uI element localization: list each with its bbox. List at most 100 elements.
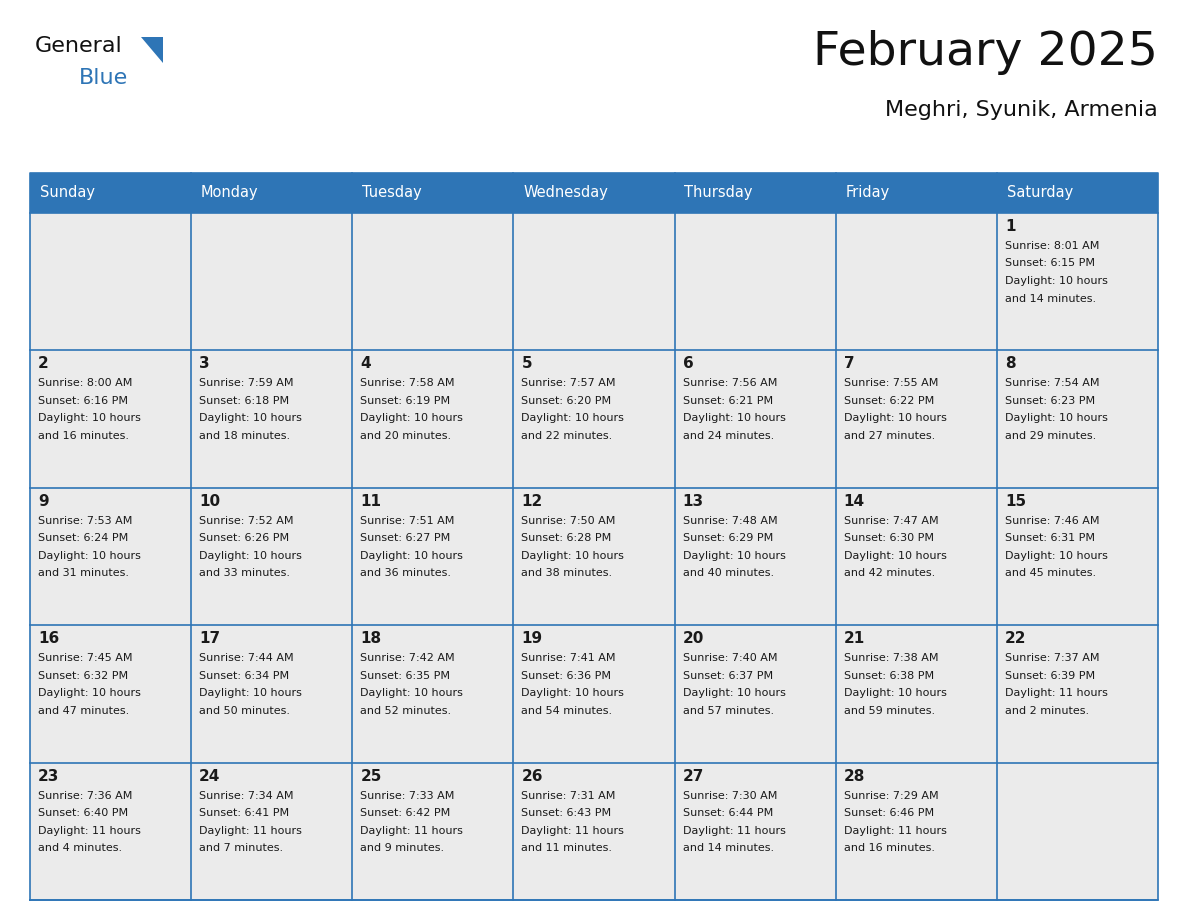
Text: Sunset: 6:28 PM: Sunset: 6:28 PM [522,533,612,543]
Text: 26: 26 [522,768,543,784]
Text: Daylight: 10 hours: Daylight: 10 hours [522,413,625,423]
Text: Daylight: 10 hours: Daylight: 10 hours [522,551,625,561]
Bar [30,173,191,213]
Text: Sunrise: 7:29 AM: Sunrise: 7:29 AM [843,790,939,800]
Text: Sunrise: 7:45 AM: Sunrise: 7:45 AM [38,654,133,663]
Text: Sunset: 6:40 PM: Sunset: 6:40 PM [38,808,128,818]
Text: and 50 minutes.: and 50 minutes. [200,706,290,716]
Text: Sunrise: 7:51 AM: Sunrise: 7:51 AM [360,516,455,526]
Bar [513,213,675,351]
Text: Daylight: 10 hours: Daylight: 10 hours [38,688,141,699]
Text: Daylight: 10 hours: Daylight: 10 hours [360,413,463,423]
Text: Daylight: 10 hours: Daylight: 10 hours [360,551,463,561]
Text: Sunrise: 7:41 AM: Sunrise: 7:41 AM [522,654,617,663]
Text: and 36 minutes.: and 36 minutes. [360,568,451,578]
Text: 13: 13 [683,494,703,509]
Text: Sunrise: 8:01 AM: Sunrise: 8:01 AM [1005,241,1099,251]
Text: 14: 14 [843,494,865,509]
Text: Daylight: 11 hours: Daylight: 11 hours [360,825,463,835]
Text: Sunrise: 7:52 AM: Sunrise: 7:52 AM [200,516,293,526]
Text: Thursday: Thursday [684,185,753,200]
Text: Daylight: 10 hours: Daylight: 10 hours [200,413,302,423]
Text: 11: 11 [360,494,381,509]
Text: 1: 1 [1005,219,1016,234]
Text: Sunrise: 7:33 AM: Sunrise: 7:33 AM [360,790,455,800]
Text: and 14 minutes.: and 14 minutes. [683,843,773,853]
Text: Sunrise: 7:31 AM: Sunrise: 7:31 AM [522,790,615,800]
Text: Sunrise: 7:55 AM: Sunrise: 7:55 AM [843,378,939,388]
Text: Sunrise: 7:56 AM: Sunrise: 7:56 AM [683,378,777,388]
Bar [191,763,353,900]
Bar [191,487,353,625]
Text: 16: 16 [38,632,59,646]
Text: Monday: Monday [201,185,259,200]
Text: and 2 minutes.: and 2 minutes. [1005,706,1089,716]
Bar [675,487,835,625]
Text: Sunset: 6:43 PM: Sunset: 6:43 PM [522,808,612,818]
Polygon shape [141,37,163,63]
Bar [835,213,997,351]
Text: 28: 28 [843,768,865,784]
Bar [353,173,513,213]
Text: 27: 27 [683,768,704,784]
Text: 15: 15 [1005,494,1026,509]
Text: and 11 minutes.: and 11 minutes. [522,843,613,853]
Text: Sunset: 6:26 PM: Sunset: 6:26 PM [200,533,290,543]
Text: Sunset: 6:21 PM: Sunset: 6:21 PM [683,396,772,406]
Text: and 22 minutes.: and 22 minutes. [522,431,613,441]
Text: Sunset: 6:38 PM: Sunset: 6:38 PM [843,671,934,681]
Text: Daylight: 10 hours: Daylight: 10 hours [843,413,947,423]
Text: Sunrise: 7:57 AM: Sunrise: 7:57 AM [522,378,617,388]
Text: Sunset: 6:16 PM: Sunset: 6:16 PM [38,396,128,406]
Text: Sunrise: 7:50 AM: Sunrise: 7:50 AM [522,516,615,526]
Bar [30,487,191,625]
Text: Sunrise: 7:54 AM: Sunrise: 7:54 AM [1005,378,1099,388]
Text: Sunset: 6:30 PM: Sunset: 6:30 PM [843,533,934,543]
Text: Sunset: 6:31 PM: Sunset: 6:31 PM [1005,533,1095,543]
Bar [835,173,997,213]
Text: and 18 minutes.: and 18 minutes. [200,431,290,441]
Bar [191,625,353,763]
Text: 18: 18 [360,632,381,646]
Text: 22: 22 [1005,632,1026,646]
Text: and 52 minutes.: and 52 minutes. [360,706,451,716]
Text: Daylight: 10 hours: Daylight: 10 hours [1005,276,1107,286]
Text: Sunset: 6:35 PM: Sunset: 6:35 PM [360,671,450,681]
Text: Sunset: 6:24 PM: Sunset: 6:24 PM [38,533,128,543]
Text: 7: 7 [843,356,854,372]
Text: and 14 minutes.: and 14 minutes. [1005,294,1097,304]
Text: 12: 12 [522,494,543,509]
Text: 4: 4 [360,356,371,372]
Bar [675,351,835,487]
Text: Sunset: 6:46 PM: Sunset: 6:46 PM [843,808,934,818]
Text: Daylight: 10 hours: Daylight: 10 hours [843,688,947,699]
Text: Meghri, Syunik, Armenia: Meghri, Syunik, Armenia [885,100,1158,120]
Text: Sunset: 6:18 PM: Sunset: 6:18 PM [200,396,290,406]
Text: and 29 minutes.: and 29 minutes. [1005,431,1097,441]
Text: Sunrise: 8:00 AM: Sunrise: 8:00 AM [38,378,132,388]
Text: Wednesday: Wednesday [523,185,608,200]
Text: Sunset: 6:19 PM: Sunset: 6:19 PM [360,396,450,406]
Bar [997,487,1158,625]
Text: 2: 2 [38,356,49,372]
Text: Daylight: 10 hours: Daylight: 10 hours [360,688,463,699]
Text: Sunset: 6:29 PM: Sunset: 6:29 PM [683,533,773,543]
Text: Sunset: 6:15 PM: Sunset: 6:15 PM [1005,259,1095,268]
Text: and 9 minutes.: and 9 minutes. [360,843,444,853]
Text: Daylight: 11 hours: Daylight: 11 hours [38,825,141,835]
Bar [30,213,191,351]
Text: Daylight: 11 hours: Daylight: 11 hours [200,825,302,835]
Text: 3: 3 [200,356,210,372]
Text: Daylight: 10 hours: Daylight: 10 hours [1005,413,1107,423]
Bar [835,625,997,763]
Bar [513,625,675,763]
Text: Daylight: 10 hours: Daylight: 10 hours [843,551,947,561]
Text: and 42 minutes.: and 42 minutes. [843,568,935,578]
Text: Blue: Blue [78,68,128,88]
Text: 21: 21 [843,632,865,646]
Text: 8: 8 [1005,356,1016,372]
Text: General: General [34,36,122,56]
Text: Sunset: 6:44 PM: Sunset: 6:44 PM [683,808,773,818]
Text: Daylight: 10 hours: Daylight: 10 hours [38,551,141,561]
Bar [513,487,675,625]
